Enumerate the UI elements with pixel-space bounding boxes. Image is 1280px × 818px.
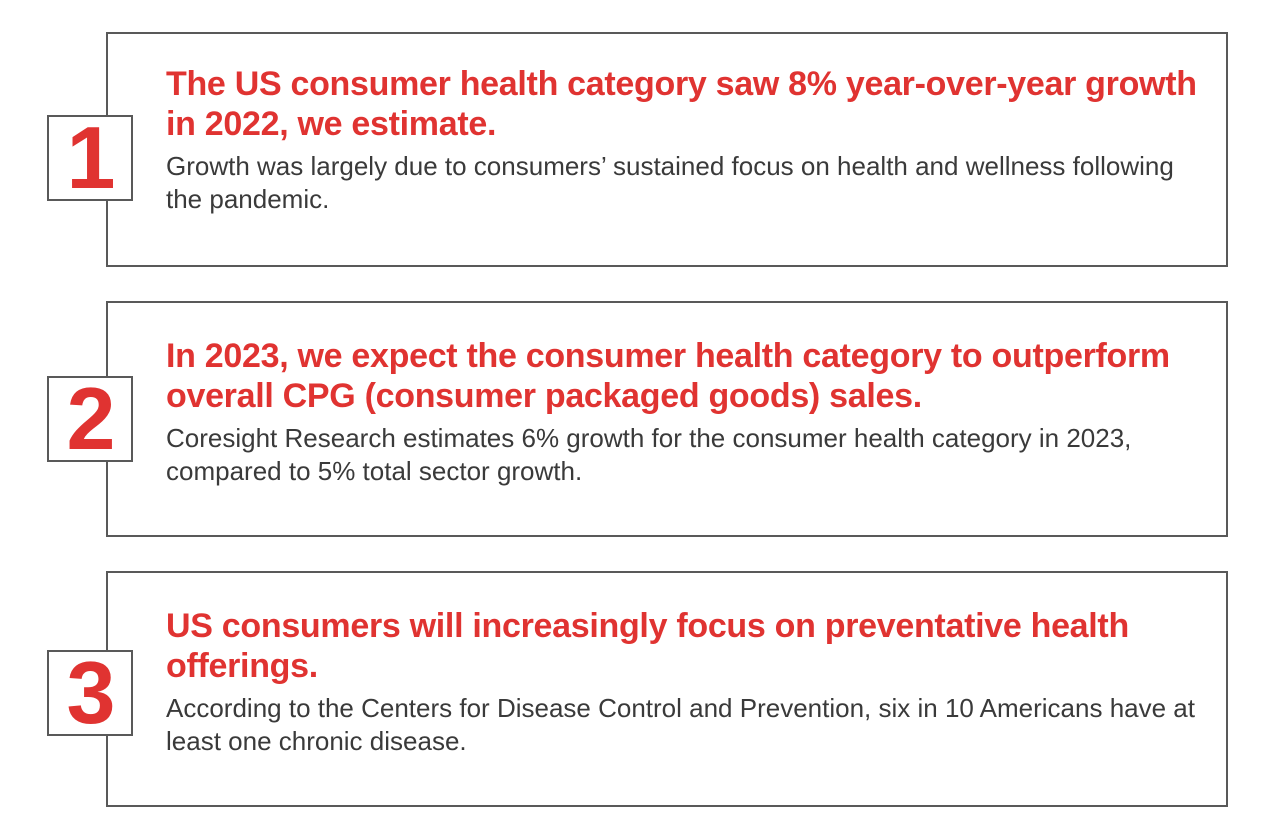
finding-headline-2: In 2023, we expect the consumer health c… [166, 337, 1170, 415]
finding-number-3: 3 [66, 650, 116, 736]
finding-body-1: Growth was largely due to consumers’ sus… [166, 151, 1174, 214]
finding-number-badge-1: 1 [47, 115, 133, 201]
finding-card-2 [106, 301, 1228, 537]
finding-number-badge-3: 3 [47, 650, 133, 736]
finding-headline-3: US consumers will increasingly focus on … [166, 607, 1129, 685]
finding-content-1: The US consumer health category saw 8% y… [166, 64, 1216, 216]
finding-card-1 [106, 32, 1228, 267]
finding-card-3 [106, 571, 1228, 807]
finding-number-badge-2: 2 [47, 376, 133, 462]
finding-number-2: 2 [66, 376, 116, 462]
finding-number-1: 1 [66, 115, 116, 201]
finding-headline-1: The US consumer health category saw 8% y… [166, 65, 1197, 143]
finding-body-2: Coresight Research estimates 6% growth f… [166, 423, 1132, 486]
finding-content-2: In 2023, we expect the consumer health c… [166, 336, 1216, 488]
finding-content-3: US consumers will increasingly focus on … [166, 606, 1216, 758]
finding-body-3: According to the Centers for Disease Con… [166, 693, 1195, 756]
